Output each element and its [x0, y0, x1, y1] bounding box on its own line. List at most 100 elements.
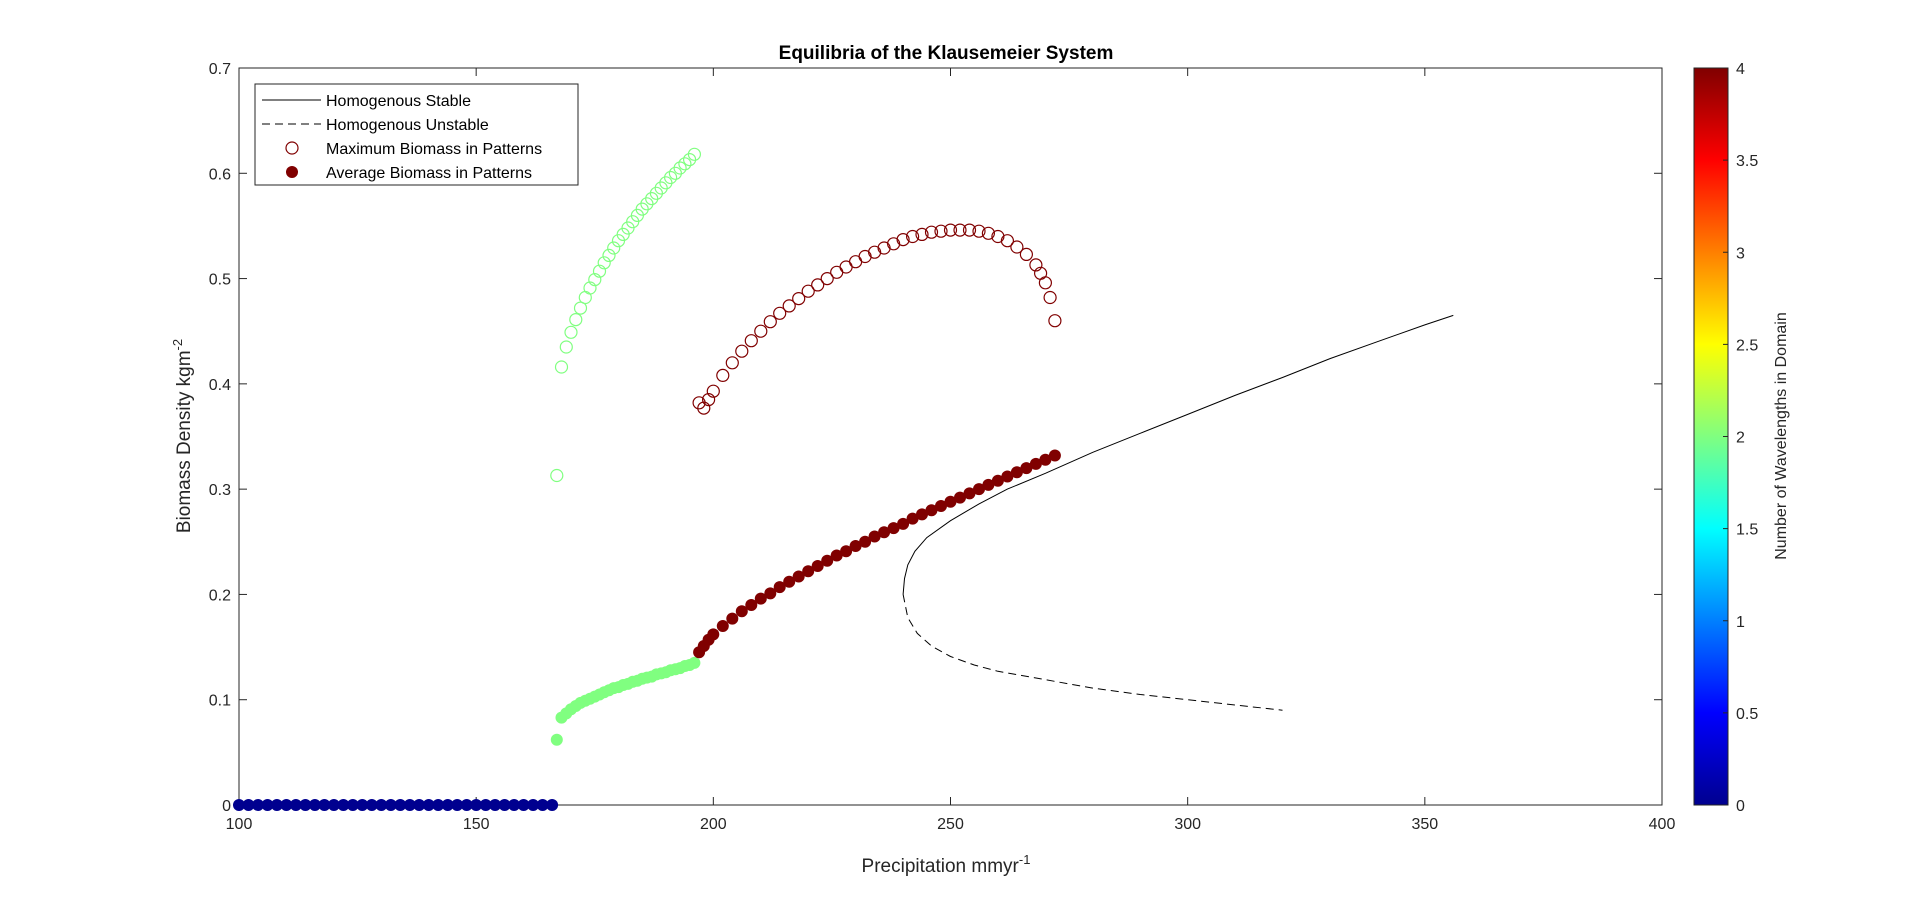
avg-biomass-point [954, 491, 966, 504]
max-biomass-point [559, 340, 573, 354]
avg-biomass-point [887, 522, 900, 535]
colorbar-tick-label: 2 [1736, 430, 1745, 447]
max-biomass-point [943, 223, 958, 237]
avg-biomass-point [432, 799, 445, 811]
avg-biomass-point [441, 799, 454, 811]
y-tick-label: 0.6 [209, 166, 231, 183]
max-biomass-point [735, 344, 749, 358]
max-biomass-point [820, 272, 834, 286]
avg-biomass-point [280, 799, 293, 811]
max-biomass-point [569, 313, 583, 327]
colorbar-tick-label: 4 [1736, 61, 1745, 78]
avg-biomass-point [944, 495, 957, 508]
max-biomass-point [550, 468, 564, 483]
max-biomass-point [896, 233, 910, 247]
avg-biomass-point [868, 530, 881, 543]
avg-biomass-point [802, 565, 815, 578]
legend-box [254, 83, 579, 186]
avg-biomass-point [1039, 453, 1052, 466]
avg-biomass-point [935, 500, 947, 512]
y-tick-label: 0.7 [209, 61, 231, 78]
y-tick-label: 0.2 [209, 587, 231, 604]
avg-biomass-point [688, 656, 701, 669]
avg-biomass-point [991, 474, 1004, 487]
avg-biomass-point [897, 517, 910, 530]
x-axis-label-superscript: -1 [1019, 852, 1031, 867]
pattern-markers [233, 147, 1062, 811]
max-biomass-point [763, 315, 777, 329]
avg-biomass-point [735, 605, 748, 618]
avg-biomass-point [550, 733, 563, 746]
max-biomass-point [687, 147, 702, 161]
avg-biomass-point [337, 799, 350, 811]
avg-biomass-point [489, 799, 502, 811]
max-biomass-point [706, 384, 720, 398]
avg-biomass-point [754, 592, 767, 605]
avg-biomass-point [318, 799, 331, 811]
max-biomass-point [867, 245, 882, 259]
homogenous-lines [902, 314, 1454, 711]
avg-biomass-point [707, 628, 720, 641]
max-biomass-point [588, 273, 602, 287]
avg-biomass-point [906, 512, 919, 525]
max-biomass-point [1048, 314, 1062, 328]
x-axis-label: Precipitation mmyr-1 [862, 852, 1031, 877]
avg-biomass-point [365, 799, 378, 811]
max-biomass-point [915, 227, 929, 241]
colorbar: 0 0.5 1 1.5 2 2.5 3 3.5 4 Number of Wavelengths … [1693, 61, 1790, 815]
max-biomass-point [858, 249, 872, 264]
max-biomass-point [905, 229, 920, 244]
colorbar-tick-label: 1.5 [1736, 522, 1758, 539]
max-biomass-point [592, 264, 607, 278]
max-biomass-point [782, 299, 796, 313]
legend-open-circle-swatch [285, 141, 299, 155]
max-biomass-point [877, 241, 891, 255]
avg-biomass-point [925, 504, 938, 517]
avg-biomass-point [479, 799, 492, 811]
avg-biomass-point [1020, 462, 1033, 475]
colorbar-tick-label: 0 [1736, 798, 1745, 815]
legend-label-stable: Homogenous Stable [326, 93, 471, 110]
avg-biomass-point [242, 799, 255, 811]
unstable-branch-line [902, 594, 1283, 711]
avg-biomass-point [840, 545, 853, 558]
avg-biomass-point [308, 799, 321, 811]
max-biomass-point [886, 237, 901, 251]
avg-biomass-point [849, 540, 862, 552]
avg-biomass-point [413, 799, 426, 811]
max-biomass-point [645, 192, 659, 206]
avg-biomass-point [982, 478, 995, 491]
avg-biomass-point [270, 799, 283, 811]
max-biomass-point [654, 181, 668, 195]
avg-biomass-point [963, 487, 976, 500]
max-biomass-point [697, 401, 711, 415]
y-axis-label-text: Biomass Density kgm [174, 350, 195, 533]
avg-biomass-point [916, 508, 928, 521]
max-biomass-point [981, 226, 996, 240]
avg-biomass-point [536, 799, 549, 811]
y-axis-ticks: 0 0.1 0.2 0.3 0.4 0.5 0.6 0.7 [209, 61, 1662, 815]
avg-biomass-point [1029, 457, 1042, 470]
max-biomass-point [716, 368, 730, 382]
max-biomass-point [801, 284, 815, 298]
avg-biomass-point [783, 575, 796, 588]
legend-label-maximum: Maximum Biomass in Patterns [326, 141, 542, 158]
legend-label-unstable: Homogenous Unstable [326, 117, 489, 134]
avg-biomass-point [792, 570, 805, 583]
max-biomass-point [953, 223, 967, 237]
colorbar-tick-label: 3 [1736, 245, 1745, 262]
legend-label-average: Average Biomass in Patterns [326, 165, 532, 182]
x-tick-label: 100 [226, 816, 253, 833]
max-biomass-point [924, 225, 939, 239]
avg-biomass-point [1001, 470, 1014, 483]
x-tick-label: 200 [700, 816, 727, 833]
chart-title: Equilibria of the Klausemeier System [779, 43, 1114, 64]
max-biomass-point [663, 170, 678, 185]
avg-biomass-point [460, 799, 473, 811]
colorbar-ticks: 0 0.5 1 1.5 2 2.5 3 3.5 4 [1723, 61, 1758, 815]
max-biomass-point [934, 224, 948, 238]
x-axis-label-text: Precipitation mmyr [862, 856, 1020, 877]
y-tick-label: 0.3 [209, 482, 231, 499]
avg-biomass-point [470, 799, 483, 811]
